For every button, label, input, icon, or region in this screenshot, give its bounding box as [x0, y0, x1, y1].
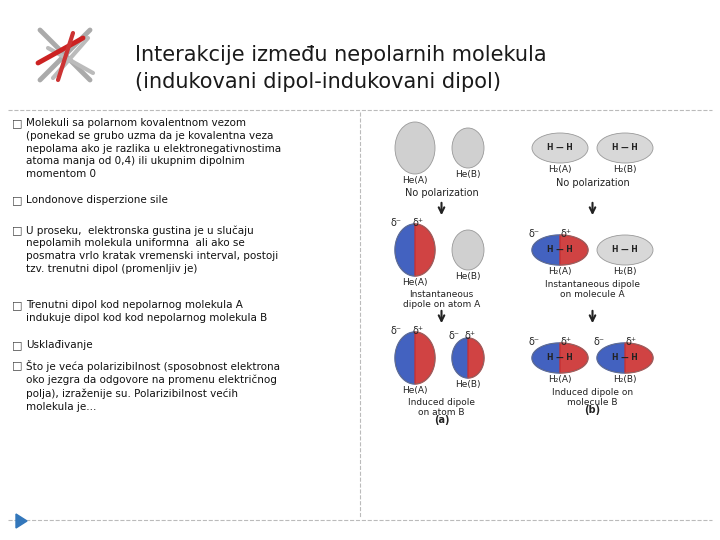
Polygon shape: [395, 224, 415, 276]
Text: He(A): He(A): [402, 278, 428, 287]
Text: No polarization: No polarization: [405, 188, 478, 198]
Polygon shape: [415, 224, 435, 276]
Text: Instantaneous
dipole on atom A: Instantaneous dipole on atom A: [403, 290, 480, 309]
Polygon shape: [532, 235, 560, 265]
Polygon shape: [597, 343, 625, 373]
Text: δ⁻: δ⁻: [390, 218, 402, 228]
Text: δ⁺: δ⁺: [413, 218, 423, 228]
Text: Instantaneous dipole
on molecule A: Instantaneous dipole on molecule A: [545, 280, 640, 299]
Text: H — H: H — H: [612, 354, 638, 362]
Text: H₂(B): H₂(B): [613, 375, 636, 384]
Text: Što je veća polarizibilnost (sposobnost elektrona
oko jezgra da odgovore na prom: Što je veća polarizibilnost (sposobnost …: [26, 360, 280, 411]
Text: H₂(A): H₂(A): [548, 165, 572, 174]
Ellipse shape: [597, 235, 653, 265]
Text: δ⁺: δ⁺: [413, 326, 423, 336]
Text: He(B): He(B): [455, 170, 481, 179]
Text: U proseku,  elektronska gustina je u slučaju
nepolamih molekula uniformna  ali a: U proseku, elektronska gustina je u sluč…: [26, 225, 278, 274]
Text: □: □: [12, 195, 22, 205]
Text: □: □: [12, 360, 22, 370]
Text: H₂(A): H₂(A): [548, 375, 572, 384]
Text: δ⁺: δ⁺: [626, 337, 636, 347]
Text: He(A): He(A): [402, 386, 428, 395]
Text: H₂(B): H₂(B): [613, 267, 636, 276]
Text: δ⁻: δ⁻: [593, 337, 605, 347]
Text: H — H: H — H: [547, 354, 573, 362]
Text: δ⁺: δ⁺: [464, 331, 476, 341]
Polygon shape: [532, 343, 560, 373]
Text: δ⁻: δ⁻: [449, 331, 459, 341]
Text: Usklađivanje: Usklađivanje: [26, 340, 93, 350]
Ellipse shape: [452, 230, 484, 270]
Text: H — H: H — H: [547, 144, 573, 152]
Text: He(B): He(B): [455, 380, 481, 389]
Text: H — H: H — H: [612, 144, 638, 152]
Text: Induced dipole
on atom B: Induced dipole on atom B: [408, 398, 475, 417]
Text: (indukovani dipol-indukovani dipol): (indukovani dipol-indukovani dipol): [135, 72, 501, 92]
Text: δ⁻: δ⁻: [390, 326, 402, 336]
Text: No polarization: No polarization: [556, 178, 629, 188]
Polygon shape: [468, 338, 484, 378]
Polygon shape: [625, 343, 653, 373]
Text: H₂(A): H₂(A): [548, 267, 572, 276]
Text: He(A): He(A): [402, 176, 428, 185]
Text: □: □: [12, 340, 22, 350]
Ellipse shape: [452, 128, 484, 168]
Text: δ⁺: δ⁺: [560, 229, 572, 239]
Polygon shape: [16, 514, 27, 528]
Polygon shape: [560, 343, 588, 373]
Text: (b): (b): [585, 405, 600, 415]
Text: Molekuli sa polarnom kovalentnom vezom
(ponekad se grubo uzma da je kovalentna v: Molekuli sa polarnom kovalentnom vezom (…: [26, 118, 281, 179]
Text: □: □: [12, 300, 22, 310]
Text: (a): (a): [433, 415, 449, 425]
Polygon shape: [560, 235, 588, 265]
Ellipse shape: [532, 133, 588, 163]
Text: Induced dipole on
molecule B: Induced dipole on molecule B: [552, 388, 633, 407]
Text: Trenutni dipol kod nepolarnog molekula A
indukuje dipol kod kod nepolarnog molek: Trenutni dipol kod nepolarnog molekula A…: [26, 300, 267, 323]
Text: □: □: [12, 118, 22, 128]
Polygon shape: [395, 332, 415, 384]
Text: H₂(B): H₂(B): [613, 165, 636, 174]
Text: Londonove disperzione sile: Londonove disperzione sile: [26, 195, 168, 205]
Text: δ⁻: δ⁻: [528, 229, 539, 239]
Text: δ⁺: δ⁺: [560, 337, 572, 347]
Text: □: □: [12, 225, 22, 235]
Polygon shape: [415, 332, 435, 384]
Text: H — H: H — H: [547, 246, 573, 254]
Text: δ⁻: δ⁻: [528, 337, 539, 347]
Text: H — H: H — H: [612, 246, 638, 254]
Ellipse shape: [597, 133, 653, 163]
Polygon shape: [452, 338, 468, 378]
Ellipse shape: [395, 122, 435, 174]
Text: Interakcije između nepolarnih molekula: Interakcije između nepolarnih molekula: [135, 45, 546, 65]
Text: He(B): He(B): [455, 272, 481, 281]
